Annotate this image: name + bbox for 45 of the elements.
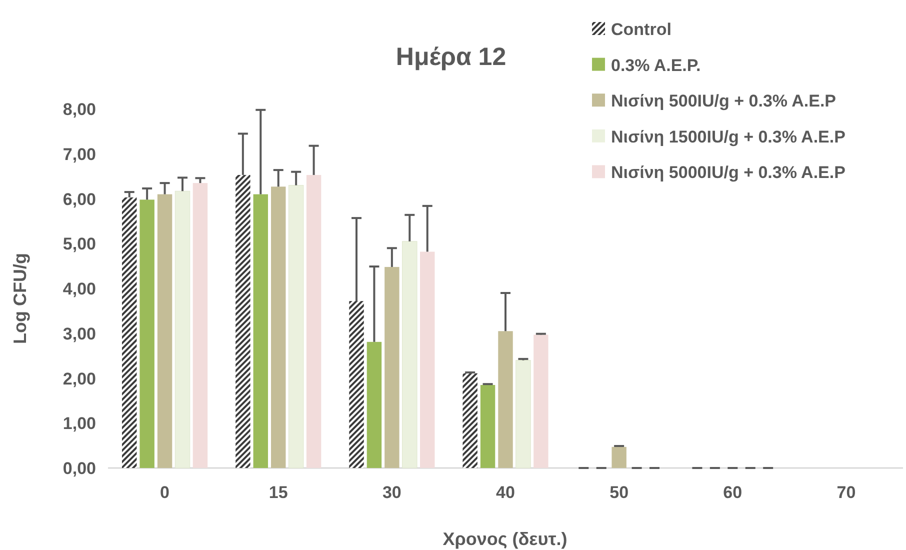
y-axis-title: Log CFU/g [10,253,30,344]
bar [192,183,208,468]
bar [516,360,531,468]
bar [140,200,154,468]
bar [306,174,322,468]
legend-label: Νισίνη 500IU/g + 0.3% A.E.P [611,92,836,111]
x-tick-label: 40 [496,483,515,502]
bar [271,186,286,468]
legend-label: 0.3% A.E.P. [611,56,701,75]
bar [288,185,304,468]
legend-label: Νισίνη 5000IU/g + 0.3% A.E.P [611,163,846,182]
y-tick-label: 4,00 [62,280,96,298]
bar [384,266,400,468]
x-axis-title: Χρονος (δευτ.) [442,529,568,549]
x-tick-label: 60 [723,483,742,502]
bar [498,331,513,468]
y-tick-label: 6,00 [62,190,96,209]
bar [236,174,250,468]
y-tick-label: 5,00 [62,234,96,254]
x-tick-label: 15 [268,483,288,502]
y-tick-label: 1,00 [62,414,96,434]
bar [349,301,364,468]
bar [366,342,382,468]
legend-label: Control [611,20,672,39]
x-tick-label: 70 [836,483,856,502]
x-tick-label: 0 [160,483,170,502]
bar [402,241,418,468]
bar [612,446,626,468]
bar [480,384,496,468]
y-tick-label: 2,00 [62,369,96,388]
y-tick-label: 3,00 [62,324,96,344]
legend-label: Νισίνη 1500IU/g + 0.3% A.E.P [611,127,846,146]
x-tick-label: 50 [610,483,629,502]
x-tick-label: 30 [382,483,402,502]
bar [253,194,268,468]
bar [174,190,190,468]
bar [122,197,137,468]
y-tick-label: 7,00 [62,144,96,164]
chart-title: Ημέρα 12 [396,43,506,71]
y-tick-label: 0,00 [62,459,96,478]
bar [462,373,478,468]
y-tick-label: 8,00 [62,100,96,119]
bar [534,334,548,468]
bar [420,252,435,468]
bar [157,194,172,468]
